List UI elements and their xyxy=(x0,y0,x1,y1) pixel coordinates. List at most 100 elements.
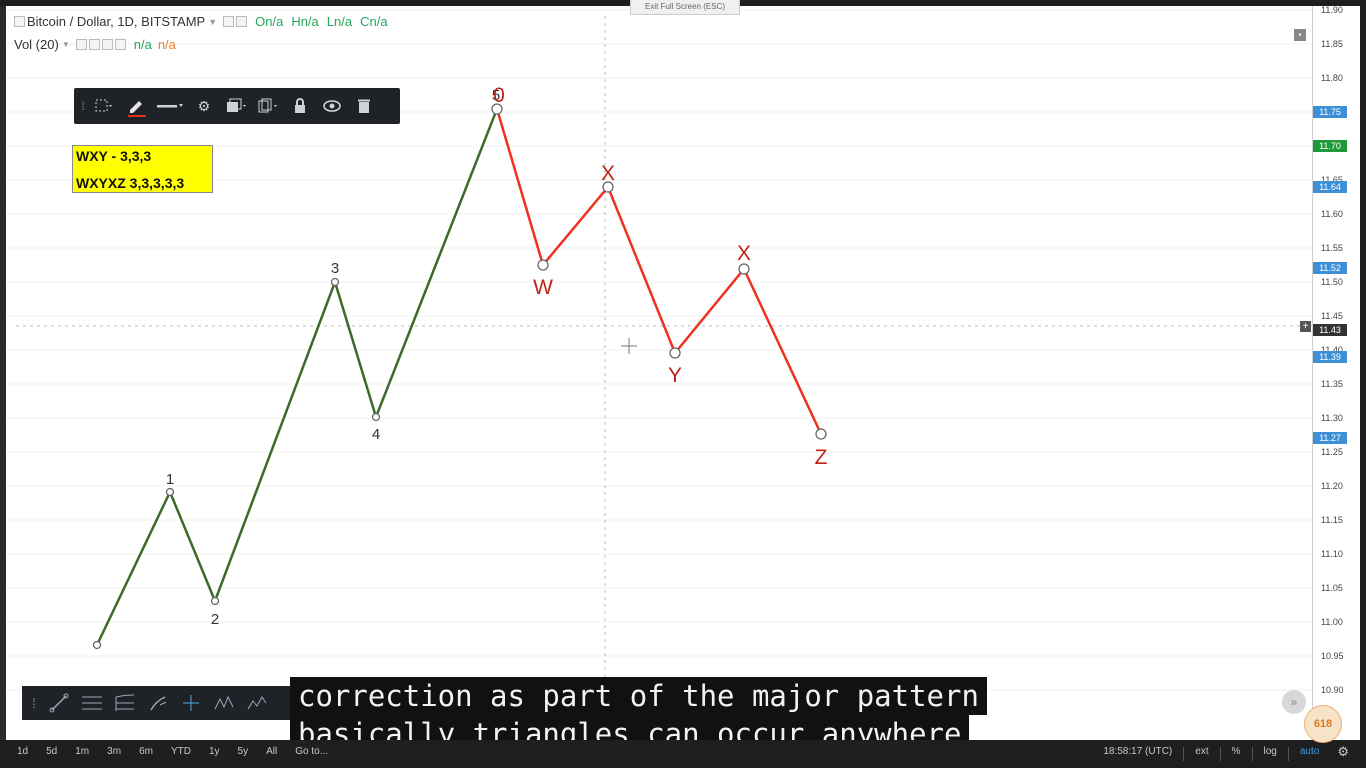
grid-lines xyxy=(6,9,1312,691)
channel-icon[interactable] xyxy=(108,686,141,720)
timeframe-ytd[interactable]: YTD xyxy=(170,746,191,757)
timeframe-1y[interactable]: 1y xyxy=(208,746,220,757)
wave-point-1[interactable] xyxy=(165,487,175,497)
volume-title[interactable]: Vol (20) xyxy=(14,37,59,52)
impulse-wave-line[interactable] xyxy=(95,108,499,646)
goto-date-button[interactable]: Go to... xyxy=(295,746,329,757)
price-tick-label: 10.90 xyxy=(1321,685,1344,695)
price-badge: 11.70 xyxy=(1313,140,1347,152)
collapse-icon[interactable] xyxy=(14,16,25,27)
price-axis[interactable]: 11.90 11.85 11.80 11.75 11.70 11.65 11.60 11.55… xyxy=(1312,5,1361,740)
divider xyxy=(1183,747,1185,761)
symbol-legend: Bitcoin / Dollar, 1D, BITSTAMP ▼ On/a Hn… xyxy=(14,14,388,29)
timeframe-all[interactable]: All xyxy=(266,746,278,757)
chart-area[interactable]: 1 2 3 4 5 0 W X Y X Z Bitcoin / Dollar, … xyxy=(6,6,1312,740)
lock-icon[interactable] xyxy=(284,88,316,124)
pattern-note-line-2: WXYXZ 3,3,3,3,3 xyxy=(76,175,185,191)
wave-point-5[interactable] xyxy=(491,103,503,115)
price-badge: 11.39 xyxy=(1313,350,1347,363)
log-toggle[interactable]: log xyxy=(1263,746,1277,757)
wave-point-w[interactable] xyxy=(537,259,549,271)
chevron-down-icon[interactable]: ▼ xyxy=(61,40,70,49)
subtitle-line-1: correction as part of the major pattern xyxy=(290,677,987,715)
wave-label-2: 2 xyxy=(211,611,219,628)
scroll-to-realtime-icon[interactable]: » xyxy=(1282,690,1306,714)
grip-icon[interactable]: ⁞ xyxy=(32,695,36,711)
wave-point-start[interactable] xyxy=(92,640,102,650)
settings-icon[interactable] xyxy=(88,39,100,50)
price-tick-label: 11.00 xyxy=(1321,617,1343,627)
chart-svg[interactable]: 1 2 3 4 5 0 W X Y X Z xyxy=(6,6,1312,740)
select-area-icon[interactable] xyxy=(88,88,120,124)
trendline-icon[interactable] xyxy=(42,686,75,720)
price-tick-label: 11.90 xyxy=(1321,5,1343,15)
settings-icon[interactable] xyxy=(223,16,235,27)
clone-icon[interactable] xyxy=(252,88,284,124)
wave-point-4[interactable] xyxy=(371,412,381,422)
line-style-icon[interactable] xyxy=(152,88,188,124)
percent-toggle[interactable]: % xyxy=(1231,746,1241,757)
add-price-icon[interactable]: + xyxy=(1300,321,1311,332)
pattern-note-line-1: WXY - 3,3,3 xyxy=(76,148,152,164)
divider xyxy=(1219,747,1221,761)
price-badge: 11.27 xyxy=(1313,432,1347,445)
eye-icon[interactable] xyxy=(75,39,87,50)
auto-toggle[interactable]: auto xyxy=(1299,746,1320,757)
price-tick-label: 11.20 xyxy=(1321,481,1343,491)
timeframe-3m[interactable]: 3m xyxy=(107,746,122,757)
wave-point-z[interactable] xyxy=(815,428,827,440)
wave-label-0: 0 xyxy=(493,84,505,107)
trash-icon[interactable] xyxy=(348,88,380,124)
chevron-down-icon[interactable]: ▼ xyxy=(208,16,218,27)
timeframe-1d[interactable]: 1d xyxy=(17,746,29,757)
add-icon[interactable] xyxy=(101,39,113,50)
pattern-note-box[interactable]: WXY - 3,3,3 WXYXZ 3,3,3,3,3 xyxy=(72,145,213,193)
wave-point-2[interactable] xyxy=(210,596,220,606)
volume-value: n/a xyxy=(133,37,152,52)
volume-ma-value: n/a xyxy=(157,37,176,52)
price-tick-label: 11.05 xyxy=(1321,583,1343,593)
wave-label-z: Z xyxy=(815,446,828,469)
timeframe-5d[interactable]: 5d xyxy=(46,746,58,757)
ohlc-close: Cn/a xyxy=(360,14,388,29)
price-tick-label: 11.40 xyxy=(1315,345,1361,355)
utc-clock[interactable]: 18:58:17 (UTC) xyxy=(1103,746,1173,757)
wave-point-y[interactable] xyxy=(669,347,681,359)
price-badge: 11.64 xyxy=(1313,180,1347,193)
chart-options-icon[interactable]: ▪ xyxy=(1294,29,1306,41)
eye-icon[interactable] xyxy=(316,88,348,124)
wave-label-w: W xyxy=(533,276,553,299)
gear-icon[interactable]: ⚙ xyxy=(1337,744,1349,759)
pencil-icon[interactable] xyxy=(120,88,152,124)
wave-label-4: 4 xyxy=(372,426,380,443)
close-icon[interactable] xyxy=(236,16,248,27)
timeframe-1m[interactable]: 1m xyxy=(75,746,90,757)
symbol-title[interactable]: Bitcoin / Dollar, 1D, BITSTAMP xyxy=(27,14,206,29)
wave-label-y: Y xyxy=(668,364,682,387)
wave-points[interactable] xyxy=(92,103,827,650)
gear-icon[interactable]: ⚙ xyxy=(197,97,211,114)
timeframe-6m[interactable]: 6m xyxy=(139,746,153,757)
price-tick-label: 11.25 xyxy=(1321,447,1343,457)
ext-toggle[interactable]: ext xyxy=(1195,746,1209,757)
pattern-icon[interactable] xyxy=(207,686,240,720)
wave-icon[interactable] xyxy=(240,686,273,720)
close-icon[interactable] xyxy=(114,39,126,50)
timeframe-5y[interactable]: 5y xyxy=(237,746,249,757)
wave-point-x1[interactable] xyxy=(602,181,614,193)
channel-logo: 618 xyxy=(1304,705,1342,743)
exit-fullscreen-button[interactable]: Exit Full Screen (ESC) xyxy=(630,0,740,15)
grip-icon[interactable]: ⁞ xyxy=(81,99,85,113)
bottom-toolbar: 1d 5d 1m 3m 6m YTD 1y 5y All Go to... 18… xyxy=(0,740,1366,768)
wave-point-x2[interactable] xyxy=(738,263,750,275)
brush-icon[interactable] xyxy=(141,686,174,720)
wave-point-3[interactable] xyxy=(330,277,340,287)
price-tick-label: 11.30 xyxy=(1321,413,1343,423)
crosshair-icon[interactable] xyxy=(174,686,207,720)
correction-wave-line[interactable] xyxy=(495,108,823,435)
wave-label-3: 3 xyxy=(331,260,339,277)
price-tick-label: 11.60 xyxy=(1321,209,1343,219)
fib-icon[interactable] xyxy=(75,686,108,720)
right-frame xyxy=(1360,0,1366,768)
layers-icon[interactable] xyxy=(220,88,252,124)
